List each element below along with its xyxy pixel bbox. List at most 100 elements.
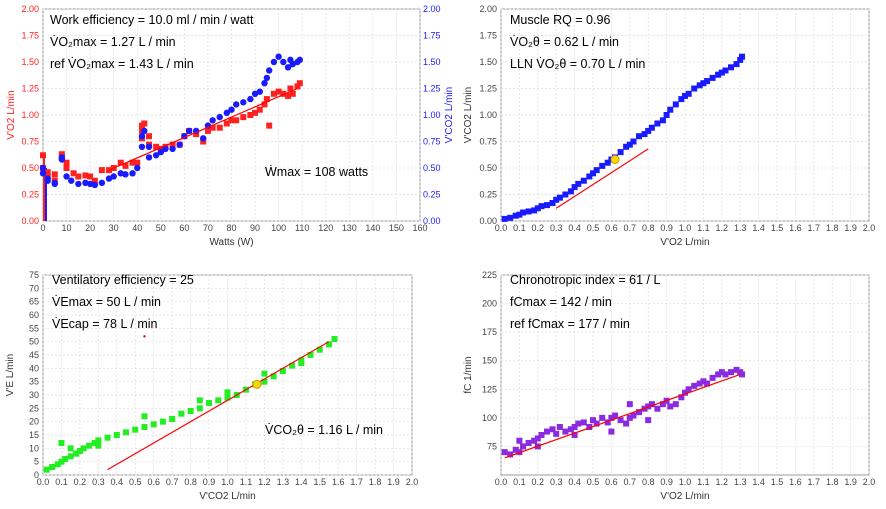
annotation: ref V̇O₂max = 1.43 L / min xyxy=(50,57,194,71)
data-point xyxy=(51,180,58,188)
x-tick-label: 1.7 xyxy=(350,477,363,487)
data-point xyxy=(531,437,538,444)
data-point xyxy=(571,424,578,430)
data-point xyxy=(648,401,655,408)
data-point xyxy=(525,208,532,215)
data-point xyxy=(307,352,314,358)
data-point xyxy=(722,371,729,378)
data-point xyxy=(280,90,287,97)
data-point xyxy=(63,173,70,180)
x-tick-label: 1.4 xyxy=(752,223,765,233)
data-point xyxy=(648,124,655,131)
data-point xyxy=(700,378,707,385)
x-tick-label: 40 xyxy=(132,223,142,233)
data-point xyxy=(544,202,550,209)
y-tick-label: 1.25 xyxy=(21,84,39,94)
x-tick-label: 140 xyxy=(365,223,380,233)
data-point xyxy=(91,181,99,189)
y-tick-label: 200 xyxy=(482,299,497,309)
data-point xyxy=(672,101,679,108)
data-point xyxy=(718,369,725,376)
x-tick-label: 0.2 xyxy=(532,223,545,233)
y-tick-label: 5 xyxy=(34,457,39,467)
data-point xyxy=(141,120,148,127)
data-point xyxy=(187,408,194,414)
y2-tick-label: 0.00 xyxy=(423,216,441,226)
data-point xyxy=(145,143,153,150)
y-tick-label: 20 xyxy=(29,417,39,427)
y-tick-label: 175 xyxy=(482,327,497,337)
data-point xyxy=(68,177,75,184)
data-point xyxy=(129,170,136,177)
data-point xyxy=(700,80,707,87)
data-point xyxy=(571,184,578,191)
data-point xyxy=(138,133,146,140)
data-point xyxy=(538,432,545,438)
data-point xyxy=(626,401,633,408)
data-point xyxy=(520,443,527,450)
data-point xyxy=(204,127,211,134)
data-point xyxy=(287,85,294,92)
data-point xyxy=(62,456,69,462)
annotation: Chronotropic index = 61 / L xyxy=(510,273,660,287)
data-point xyxy=(196,397,203,404)
x-tick-label: 0.6 xyxy=(605,223,618,233)
y-tick-label: 1.75 xyxy=(21,31,39,41)
data-point xyxy=(228,117,235,124)
x-tick-label: 1.3 xyxy=(734,477,747,487)
data-point xyxy=(549,199,556,206)
x-tick-label: 1.7 xyxy=(808,477,821,487)
data-point xyxy=(696,380,703,387)
data-point xyxy=(586,173,593,180)
data-point xyxy=(141,127,148,135)
data-point xyxy=(98,167,105,174)
data-point xyxy=(146,133,153,140)
data-point xyxy=(556,424,563,430)
data-point xyxy=(39,170,47,177)
data-point xyxy=(718,69,725,76)
data-point xyxy=(623,420,630,427)
x-axis-label: V'O2 L/min xyxy=(660,491,709,502)
data-point xyxy=(617,149,624,156)
data-point xyxy=(709,374,716,381)
annotation: V̇Ecap = 78 L / min xyxy=(52,317,158,331)
y-tick-label: 1.00 xyxy=(21,110,39,120)
data-point xyxy=(261,101,268,108)
data-point xyxy=(325,341,332,348)
data-point xyxy=(240,99,247,106)
data-point xyxy=(43,466,50,473)
x-tick-label: 0.3 xyxy=(550,223,563,233)
x-tick-label: 1.2 xyxy=(258,477,271,487)
threshold-marker xyxy=(610,155,620,165)
data-point xyxy=(567,188,574,195)
data-point xyxy=(63,165,70,171)
data-point xyxy=(256,88,263,95)
data-point xyxy=(593,420,600,427)
data-point xyxy=(263,96,270,103)
data-point xyxy=(296,56,304,64)
data-point xyxy=(549,426,556,433)
y-axis-label: V'O2 L/min xyxy=(6,90,17,139)
x-tick-label: 1.4 xyxy=(295,477,308,487)
data-point xyxy=(575,420,582,427)
data-point xyxy=(663,112,670,118)
x-tick-label: 0.8 xyxy=(642,477,655,487)
stray-point xyxy=(143,335,146,338)
x-axis-label: Watts (W) xyxy=(209,237,253,248)
y-axis-label: V'E L/min xyxy=(5,354,16,396)
x-tick-label: 0.7 xyxy=(624,477,637,487)
data-point xyxy=(512,446,519,453)
data-point xyxy=(544,428,550,435)
y-axis-label: V'CO2 L/min xyxy=(463,87,474,143)
data-point xyxy=(132,426,139,433)
data-point xyxy=(715,371,722,378)
data-point xyxy=(722,67,729,74)
data-point xyxy=(261,378,268,385)
annotation: Muscle RQ = 0.96 xyxy=(510,13,610,27)
x-tick-label: 0.5 xyxy=(129,477,142,487)
x-tick-label: 0.9 xyxy=(660,477,673,487)
regression-line xyxy=(108,87,298,171)
data-point xyxy=(604,419,611,426)
data-point xyxy=(733,61,740,68)
